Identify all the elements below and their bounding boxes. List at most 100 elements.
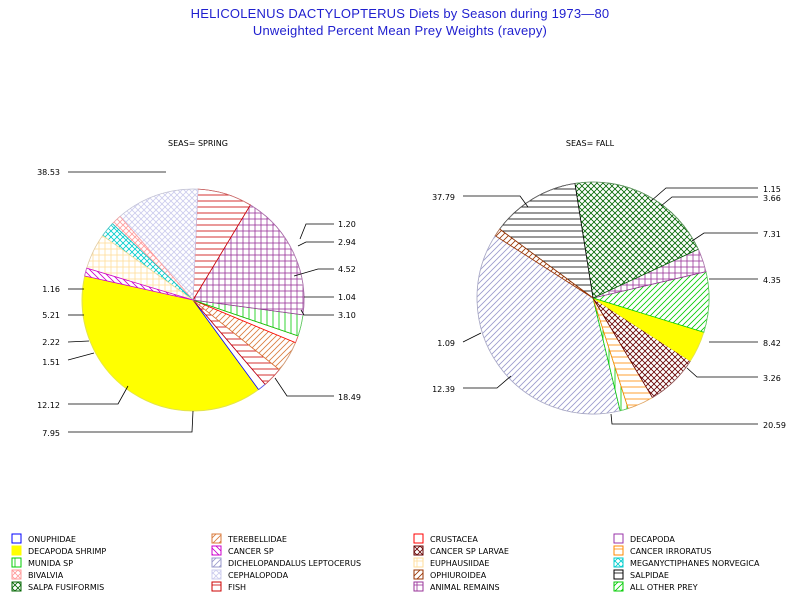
legend-label: CANCER IRRORATUS (630, 547, 711, 556)
pie-outline (476, 181, 710, 415)
leader-line (299, 223, 334, 240)
legend-swatch (11, 557, 22, 568)
legend-swatch (11, 533, 22, 544)
pie-chart-seas-fall: SEAS= FALL 37.79 1.153.66 7.31 4.35 8.42 3.26 2… (432, 139, 786, 430)
slice-value-label: 7.31 (763, 230, 781, 239)
slice-value-label: 4.52 (338, 265, 356, 274)
slice-value-label: 2.94 (338, 238, 356, 247)
legend-item-onuphidae: ONUPHIDAE (11, 533, 76, 544)
legend-label: CEPHALOPODA (228, 571, 289, 580)
slice-value-label: 3.10 (338, 311, 356, 320)
legend-item-animal-remains: ANIMAL REMAINS (413, 581, 500, 592)
legend-swatch (11, 569, 22, 580)
slice-value-label: 12.12 (37, 401, 60, 410)
legend-swatch (613, 545, 624, 556)
legend-swatch (413, 533, 424, 544)
legend-swatch (211, 545, 222, 556)
slice-value-label: 1.04 (338, 293, 356, 302)
slice-value-label: 7.95 (42, 429, 60, 438)
slice-value-label: 38.53 (37, 168, 60, 177)
slice-value-label: 1.51 (42, 358, 60, 367)
legend-swatch (11, 581, 22, 592)
legend-label: EUPHAUSIIDAE (430, 559, 489, 568)
legend-swatch (413, 581, 424, 592)
legend-swatch (211, 569, 222, 580)
leader-line (68, 410, 194, 433)
leader-line (660, 196, 758, 207)
legend-swatch (211, 581, 222, 592)
legend-swatch (613, 581, 624, 592)
pie-title: SEAS= FALL (566, 139, 615, 148)
slice-value-label: 20.59 (763, 421, 786, 430)
legend-label: SALPA FUSIFORMIS (28, 583, 104, 592)
legend-item-meganyctiphanes-norvegica: MEGANYCTIPHANES NORVEGICA (613, 557, 760, 568)
legend-item-decapoda: DECAPODA (613, 533, 675, 544)
slice-value-label: 3.26 (763, 374, 781, 383)
legend-label: MEGANYCTIPHANES NORVEGICA (630, 559, 760, 568)
leader-line (691, 232, 758, 242)
legend-swatch (613, 557, 624, 568)
slice-value-label: 37.79 (432, 193, 455, 202)
legend-label: CANCER SP LARVAE (430, 547, 509, 556)
slice-value-label: 3.66 (763, 194, 781, 203)
legend-label: FISH (228, 583, 246, 592)
leader-line (462, 332, 482, 343)
legend-swatch (613, 533, 624, 544)
legend-item-euphausiidae: EUPHAUSIIDAE (413, 557, 489, 568)
legend-label: ANIMAL REMAINS (430, 583, 500, 592)
legend-swatch (211, 557, 222, 568)
leader-line (463, 375, 512, 389)
legend-item-dichelopandalus-leptocerus: DICHELOPANDALUS LEPTOCERUS (211, 557, 361, 568)
chart-subtitle: Unweighted Percent Mean Prey Weights (ra… (252, 23, 548, 38)
slice-value-label: 1.09 (437, 339, 455, 348)
leader-line (67, 352, 95, 361)
legend-item-cephalopoda: CEPHALOPODA (211, 569, 289, 580)
legend-swatch (613, 569, 624, 580)
legend-label: OPHIUROIDEA (430, 571, 487, 580)
legend-swatch (413, 557, 424, 568)
slice-value-label: 1.16 (42, 285, 60, 294)
slice-value-label: 12.39 (432, 385, 455, 394)
pie-chart-seas-spring: SEAS= SPRING 38.53 1.20 2.94 4.52 1.04 3.10 18.… (37, 139, 361, 438)
legend: ONUPHIDAE TEREBELLIDAE CRUSTACEA DECAPODA DE… (11, 533, 760, 592)
slice-value-label: 4.35 (763, 276, 781, 285)
slice-value-label: 1.20 (338, 220, 356, 229)
leader-line (650, 187, 758, 202)
legend-item-fish: FISH (211, 581, 246, 592)
leader-line (293, 268, 334, 277)
legend-label: BIVALVIA (28, 571, 64, 580)
legend-label: ONUPHIDAE (28, 535, 76, 544)
leader-line (610, 413, 758, 425)
legend-label: DICHELOPANDALUS LEPTOCERUS (228, 559, 361, 568)
legend-item-ophiuroidea: OPHIUROIDEA (413, 569, 487, 580)
legend-swatch (413, 545, 424, 556)
legend-item-munida-sp: MUNIDA SP (11, 557, 73, 568)
leader-line (300, 309, 334, 316)
legend-item-bivalvia: BIVALVIA (11, 569, 64, 580)
slice-value-label: 18.49 (338, 393, 361, 402)
legend-item-salpidae: SALPIDAE (613, 569, 669, 580)
legend-item-all-other-prey: ALL OTHER PREY (613, 581, 698, 592)
legend-swatch (211, 533, 222, 544)
legend-item-cancer-sp: CANCER SP (211, 545, 274, 556)
legend-label: DECAPODA (630, 535, 675, 544)
legend-item-crustacea: CRUSTACEA (413, 533, 478, 544)
legend-item-terebellidae: TEREBELLIDAE (211, 533, 287, 544)
pie-title: SEAS= SPRING (168, 139, 228, 148)
legend-item-cancer-irroratus: CANCER IRRORATUS (613, 545, 711, 556)
leader-line (67, 340, 90, 343)
leader-line (686, 367, 758, 378)
chart-title: HELICOLENUS DACTYLOPTERUS Diets by Seaso… (190, 6, 610, 21)
legend-label: SALPIDAE (630, 571, 669, 580)
legend-label: TEREBELLIDAE (227, 535, 287, 544)
slice-value-label: 8.42 (763, 339, 781, 348)
legend-swatch (11, 545, 22, 556)
slice-value-label: 2.22 (42, 338, 60, 347)
legend-label: ALL OTHER PREY (630, 583, 698, 592)
slice-value-label: 1.15 (763, 185, 781, 194)
leader-line (274, 377, 334, 397)
legend-label: CRUSTACEA (430, 535, 478, 544)
legend-label: DECAPODA SHRIMP (28, 547, 106, 556)
legend-label: MUNIDA SP (28, 559, 73, 568)
